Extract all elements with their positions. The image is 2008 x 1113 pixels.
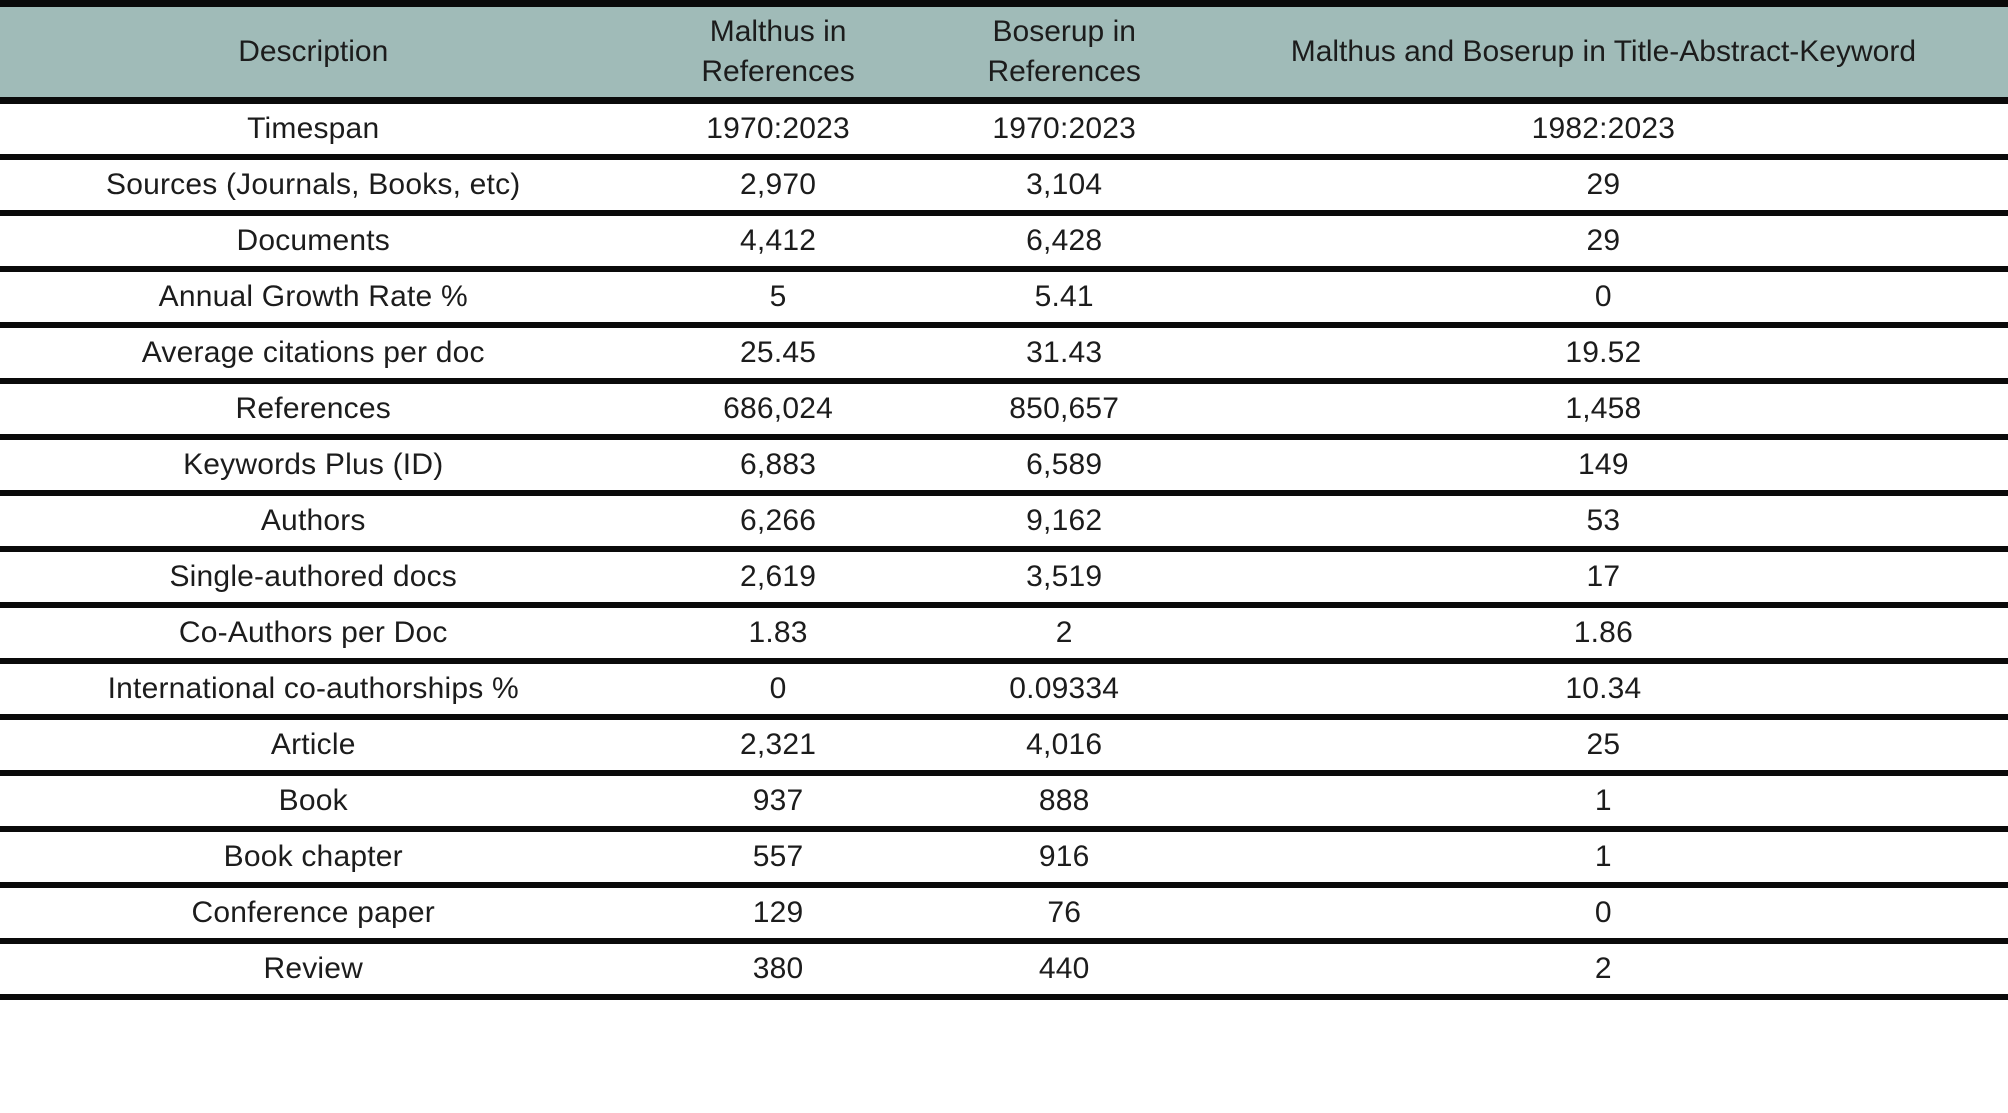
header-malthus-in-references: Malthus in References <box>626 3 930 104</box>
cell-boserup: 0.09334 <box>929 660 1199 720</box>
cell-boserup: 3,519 <box>929 548 1199 608</box>
row-label: Keywords Plus (ID) <box>0 436 627 496</box>
table-row: Average citations per doc 25.45 31.43 19… <box>0 324 2008 384</box>
cell-malthus: 25.45 <box>626 324 930 384</box>
row-label: Book <box>0 772 627 832</box>
table-row: Sources (Journals, Books, etc) 2,970 3,1… <box>0 156 2008 216</box>
row-label: Documents <box>0 212 627 272</box>
table-row: Timespan 1970:2023 1970:2023 1982:2023 <box>0 100 2008 160</box>
cell-malthus: 2,619 <box>626 548 930 608</box>
row-label: Annual Growth Rate % <box>0 268 627 328</box>
table-row: References 686,024 850,657 1,458 <box>0 380 2008 440</box>
table-row: Co-Authors per Doc 1.83 2 1.86 <box>0 604 2008 664</box>
row-label: Single-authored docs <box>0 548 627 608</box>
table-body: Timespan 1970:2023 1970:2023 1982:2023 S… <box>0 100 2008 1000</box>
cell-both: 19.52 <box>1198 324 2008 384</box>
cell-boserup: 9,162 <box>929 492 1199 552</box>
cell-both: 1.86 <box>1198 604 2008 664</box>
cell-both: 10.34 <box>1198 660 2008 720</box>
table-row: Authors 6,266 9,162 53 <box>0 492 2008 552</box>
cell-both: 53 <box>1198 492 2008 552</box>
cell-malthus: 557 <box>626 828 930 888</box>
bibliometric-summary-table: Description Malthus in References Boseru… <box>0 0 2008 1000</box>
header-description: Description <box>0 3 627 104</box>
cell-boserup: 4,016 <box>929 716 1199 776</box>
header-row: Description Malthus in References Boseru… <box>0 3 2008 104</box>
table-row: Book 937 888 1 <box>0 772 2008 832</box>
cell-malthus: 4,412 <box>626 212 930 272</box>
cell-malthus: 380 <box>626 940 930 1000</box>
cell-both: 2 <box>1198 940 2008 1000</box>
cell-both: 29 <box>1198 212 2008 272</box>
cell-both: 149 <box>1198 436 2008 496</box>
header-malthus-and-boserup-tak: Malthus and Boserup in Title-Abstract-Ke… <box>1198 3 2008 104</box>
row-label: Article <box>0 716 627 776</box>
cell-malthus: 129 <box>626 884 930 944</box>
table-row: Single-authored docs 2,619 3,519 17 <box>0 548 2008 608</box>
cell-malthus: 6,883 <box>626 436 930 496</box>
cell-malthus: 937 <box>626 772 930 832</box>
table-row: Annual Growth Rate % 5 5.41 0 <box>0 268 2008 328</box>
row-label: Review <box>0 940 627 1000</box>
cell-both: 0 <box>1198 268 2008 328</box>
cell-malthus: 686,024 <box>626 380 930 440</box>
cell-boserup: 850,657 <box>929 380 1199 440</box>
row-label: Timespan <box>0 100 627 160</box>
cell-boserup: 440 <box>929 940 1199 1000</box>
cell-malthus: 1.83 <box>626 604 930 664</box>
row-label: Conference paper <box>0 884 627 944</box>
table-row: Documents 4,412 6,428 29 <box>0 212 2008 272</box>
row-label: Authors <box>0 492 627 552</box>
cell-malthus: 0 <box>626 660 930 720</box>
cell-malthus: 5 <box>626 268 930 328</box>
cell-boserup: 6,589 <box>929 436 1199 496</box>
row-label: Book chapter <box>0 828 627 888</box>
cell-both: 29 <box>1198 156 2008 216</box>
table-row: Keywords Plus (ID) 6,883 6,589 149 <box>0 436 2008 496</box>
cell-boserup: 3,104 <box>929 156 1199 216</box>
cell-boserup: 916 <box>929 828 1199 888</box>
table-row: Conference paper 129 76 0 <box>0 884 2008 944</box>
cell-boserup: 2 <box>929 604 1199 664</box>
row-label: International co-authorships % <box>0 660 627 720</box>
cell-malthus: 1970:2023 <box>626 100 930 160</box>
row-label: References <box>0 380 627 440</box>
cell-malthus: 2,970 <box>626 156 930 216</box>
cell-malthus: 6,266 <box>626 492 930 552</box>
table-row: Article 2,321 4,016 25 <box>0 716 2008 776</box>
table-header: Description Malthus in References Boseru… <box>0 3 2008 104</box>
row-label: Average citations per doc <box>0 324 627 384</box>
cell-boserup: 5.41 <box>929 268 1199 328</box>
cell-both: 0 <box>1198 884 2008 944</box>
table-row: Review 380 440 2 <box>0 940 2008 1000</box>
cell-boserup: 888 <box>929 772 1199 832</box>
header-boserup-in-references: Boserup in References <box>929 3 1199 104</box>
cell-boserup: 6,428 <box>929 212 1199 272</box>
cell-boserup: 1970:2023 <box>929 100 1199 160</box>
table-row: Book chapter 557 916 1 <box>0 828 2008 888</box>
cell-both: 1982:2023 <box>1198 100 2008 160</box>
row-label: Sources (Journals, Books, etc) <box>0 156 627 216</box>
cell-both: 1,458 <box>1198 380 2008 440</box>
cell-both: 1 <box>1198 828 2008 888</box>
cell-both: 1 <box>1198 772 2008 832</box>
cell-boserup: 76 <box>929 884 1199 944</box>
cell-malthus: 2,321 <box>626 716 930 776</box>
cell-both: 17 <box>1198 548 2008 608</box>
cell-both: 25 <box>1198 716 2008 776</box>
row-label: Co-Authors per Doc <box>0 604 627 664</box>
table-row: International co-authorships % 0 0.09334… <box>0 660 2008 720</box>
cell-boserup: 31.43 <box>929 324 1199 384</box>
